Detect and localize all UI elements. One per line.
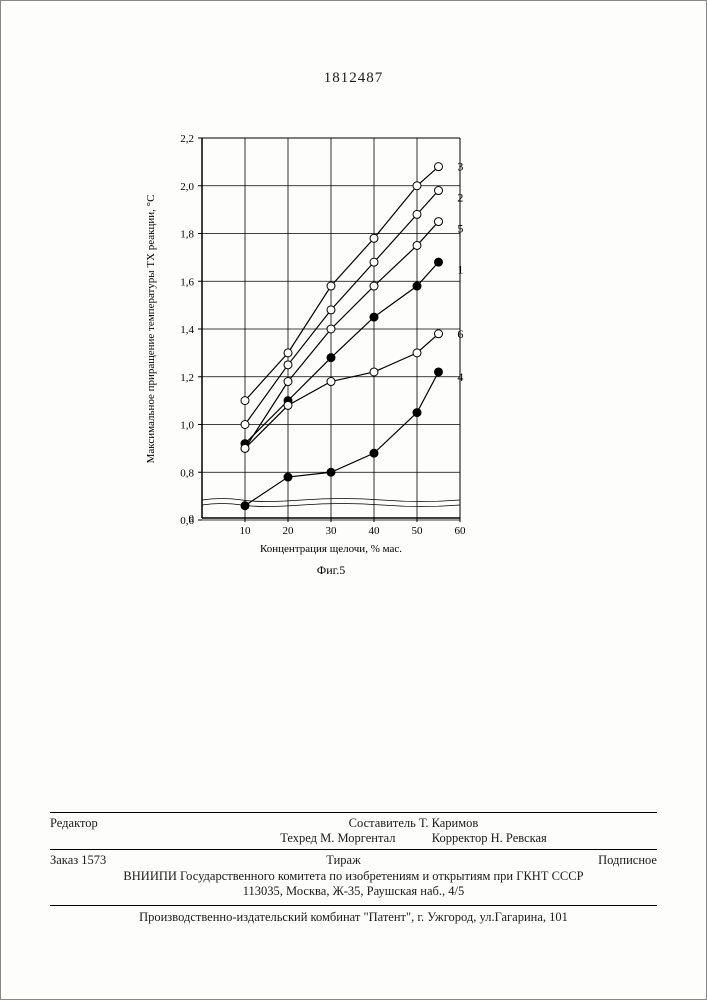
- techred-name: М. Моргентал: [320, 831, 395, 845]
- svg-text:Концентрация щелочи, % мас.: Концентрация щелочи, % мас.: [260, 543, 402, 555]
- svg-text:1,4: 1,4: [180, 324, 194, 336]
- tirazh-label: Тираж: [170, 852, 517, 869]
- svg-text:0,8: 0,8: [180, 467, 194, 479]
- chart-figure: 00,60,81,01,21,41,61,82,02,2102030405060…: [130, 120, 490, 590]
- corrector-label: Корректор: [432, 831, 488, 845]
- svg-text:1,2: 1,2: [180, 372, 194, 384]
- org-line-1: ВНИИПИ Государственного комитета по изоб…: [50, 869, 657, 884]
- svg-text:4: 4: [457, 370, 463, 384]
- svg-text:1: 1: [457, 262, 463, 276]
- document-number: 1812487: [0, 70, 707, 87]
- compiler-label: Составитель: [349, 816, 416, 830]
- svg-text:2,2: 2,2: [180, 133, 194, 145]
- svg-text:30: 30: [326, 525, 338, 537]
- svg-text:1,6: 1,6: [180, 276, 194, 288]
- svg-text:Максимальное приращение темпер: Максимальное приращение температуры ТХ р…: [145, 195, 157, 464]
- podpisnoe: Подписное: [517, 852, 657, 869]
- imprint-block: Редактор Составитель Т. Каримов Техред М…: [50, 810, 657, 925]
- svg-text:20: 20: [283, 525, 295, 537]
- svg-text:40: 40: [369, 525, 381, 537]
- editor-label: Редактор: [50, 815, 170, 847]
- svg-text:60: 60: [455, 525, 467, 537]
- corrector-name: Н. Ревская: [491, 831, 547, 845]
- svg-text:Фиг.5: Фиг.5: [317, 563, 345, 577]
- svg-text:1,8: 1,8: [180, 229, 194, 241]
- order-label: Заказ 1573: [50, 852, 170, 869]
- compiler-name: Т. Каримов: [419, 816, 478, 830]
- svg-text:5: 5: [457, 222, 463, 236]
- svg-text:1,0: 1,0: [180, 420, 194, 432]
- svg-text:10: 10: [240, 525, 252, 537]
- svg-text:0,6: 0,6: [180, 515, 194, 527]
- svg-text:50: 50: [412, 525, 424, 537]
- svg-text:2,0: 2,0: [180, 181, 194, 193]
- printer-line: Производственно-издательский комбинат "П…: [50, 910, 657, 925]
- techred-label: Техред: [280, 831, 317, 845]
- svg-text:3: 3: [457, 160, 463, 174]
- chart-svg: 00,60,81,01,21,41,61,82,02,2102030405060…: [130, 120, 510, 600]
- svg-text:2: 2: [457, 191, 463, 205]
- svg-text:6: 6: [457, 327, 463, 341]
- org-line-2: 113035, Москва, Ж-35, Раушская наб., 4/5: [50, 884, 657, 899]
